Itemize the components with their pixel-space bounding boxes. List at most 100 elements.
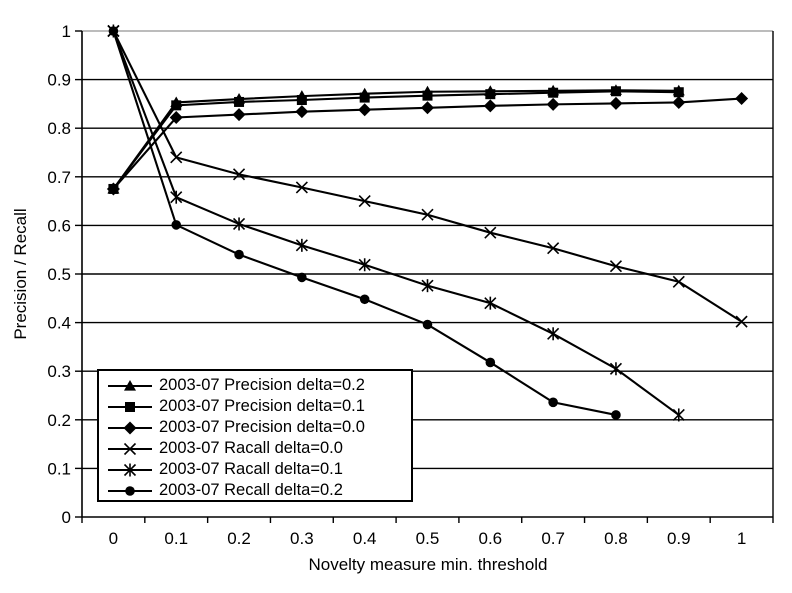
legend-item: 2003-07 Precision delta=0.2 (99, 375, 411, 396)
legend-item: 2003-07 Precision delta=0.0 (99, 417, 411, 438)
x-marker (609, 260, 623, 273)
circle-marker (171, 220, 182, 230)
legend: 2003-07 Precision delta=0.2 2003-07 Preci… (97, 369, 413, 502)
x-tick-label: 0.4 (353, 529, 377, 548)
y-tick-label: 0 (62, 508, 71, 527)
asterisk-marker (170, 190, 183, 204)
y-axis-title: Precision / Recall (11, 208, 30, 340)
diamond-marker (672, 95, 686, 109)
square-marker (422, 90, 433, 101)
square-marker (610, 86, 621, 97)
legend-item: 2003-07 Racall delta=0.0 (99, 438, 411, 459)
series-line-asterisk (112, 30, 680, 416)
circle-marker (359, 294, 370, 305)
x-tick-label: 0.2 (227, 529, 251, 548)
circle-marker (125, 485, 135, 496)
legend-label: 2003-07 Precision delta=0.0 (159, 418, 365, 436)
x-tick-label: 0.6 (478, 529, 502, 548)
square-marker (171, 100, 182, 111)
legend-item: 2003-07 Racall delta=0.1 (99, 459, 411, 480)
square-marker (125, 401, 135, 412)
diamond-marker (232, 108, 246, 122)
x-marker (170, 151, 183, 164)
square-marker (548, 87, 559, 98)
asterisk-marker (547, 327, 560, 341)
y-tick-label: 0.6 (47, 216, 71, 235)
x-tick-label: 0.1 (164, 529, 188, 548)
x-tick-label: 0.8 (604, 529, 628, 548)
diamond-marker (735, 92, 749, 106)
x-marker (672, 275, 685, 288)
series-line-square (112, 90, 679, 190)
y-tick-label: 1 (62, 22, 71, 41)
legend-item: 2003-07 Recall delta=0.2 (99, 480, 411, 501)
asterisk-legend-marker-icon (108, 463, 152, 476)
circle-marker (297, 272, 307, 283)
square-marker (296, 95, 307, 106)
asterisk-marker (123, 463, 137, 476)
x-marker (123, 442, 137, 455)
square-marker (234, 96, 245, 107)
asterisk-marker (295, 238, 308, 252)
asterisk-marker (421, 279, 434, 293)
diamond-marker (421, 101, 434, 115)
x-axis-title: Novelty measure min. threshold (308, 555, 548, 574)
diamond-marker (358, 103, 372, 117)
x-marker (358, 195, 371, 208)
circle-marker (611, 410, 621, 420)
square-marker (359, 92, 370, 103)
legend-item: 2003-07 Precision delta=0.1 (99, 396, 411, 417)
y-tick-label: 0.9 (47, 71, 71, 90)
square-legend-marker-icon (108, 401, 152, 412)
diamond-marker (295, 105, 309, 119)
square-marker (673, 87, 684, 98)
diamond-legend-marker-icon (108, 421, 152, 434)
square-marker (485, 89, 496, 100)
asterisk-marker (672, 408, 685, 422)
y-tick-label: 0.5 (47, 265, 71, 284)
legend-label: 2003-07 Racall delta=0.1 (159, 460, 343, 478)
x-marker (484, 226, 497, 239)
circle-marker (548, 397, 558, 408)
x-tick-label: 0.5 (416, 529, 440, 548)
asterisk-marker (358, 258, 371, 272)
legend-label: 2003-07 Precision delta=0.1 (159, 397, 365, 415)
asterisk-marker (232, 217, 246, 231)
triangle-legend-marker-icon (108, 379, 152, 391)
x-marker (295, 181, 308, 194)
x-tick-label: 0.7 (541, 529, 565, 548)
circle-legend-marker-icon (108, 485, 152, 496)
x-legend-marker-icon (108, 442, 152, 455)
circle-marker (108, 26, 119, 36)
asterisk-marker (609, 362, 623, 376)
x-tick-label: 0.3 (290, 529, 314, 548)
legend-label: 2003-07 Recall delta=0.2 (159, 481, 343, 499)
x-tick-label: 1 (737, 529, 746, 548)
y-tick-label: 0.4 (47, 314, 71, 333)
asterisk-marker (484, 296, 497, 310)
diamond-marker (483, 99, 497, 113)
circle-marker (485, 357, 496, 368)
circle-marker (422, 319, 433, 330)
x-marker (547, 242, 560, 255)
diamond-marker (609, 96, 623, 110)
legend-label: 2003-07 Racall delta=0.0 (159, 439, 343, 457)
series-line-triangle (112, 89, 679, 190)
diamond-marker (546, 97, 560, 111)
x-tick-label: 0 (109, 529, 118, 548)
square-marker (108, 183, 119, 194)
legend-label: 2003-07 Precision delta=0.2 (159, 376, 365, 394)
x-tick-label: 0.9 (667, 529, 691, 548)
y-tick-label: 0.8 (47, 119, 71, 138)
y-tick-label: 0.3 (47, 362, 71, 381)
y-tick-label: 0.7 (47, 168, 71, 187)
x-marker (421, 208, 434, 221)
diamond-marker (169, 111, 183, 125)
circle-marker (234, 249, 244, 260)
x-marker (232, 168, 246, 181)
diamond-marker (123, 421, 137, 434)
triangle-marker (124, 379, 136, 391)
x-marker (735, 315, 748, 328)
